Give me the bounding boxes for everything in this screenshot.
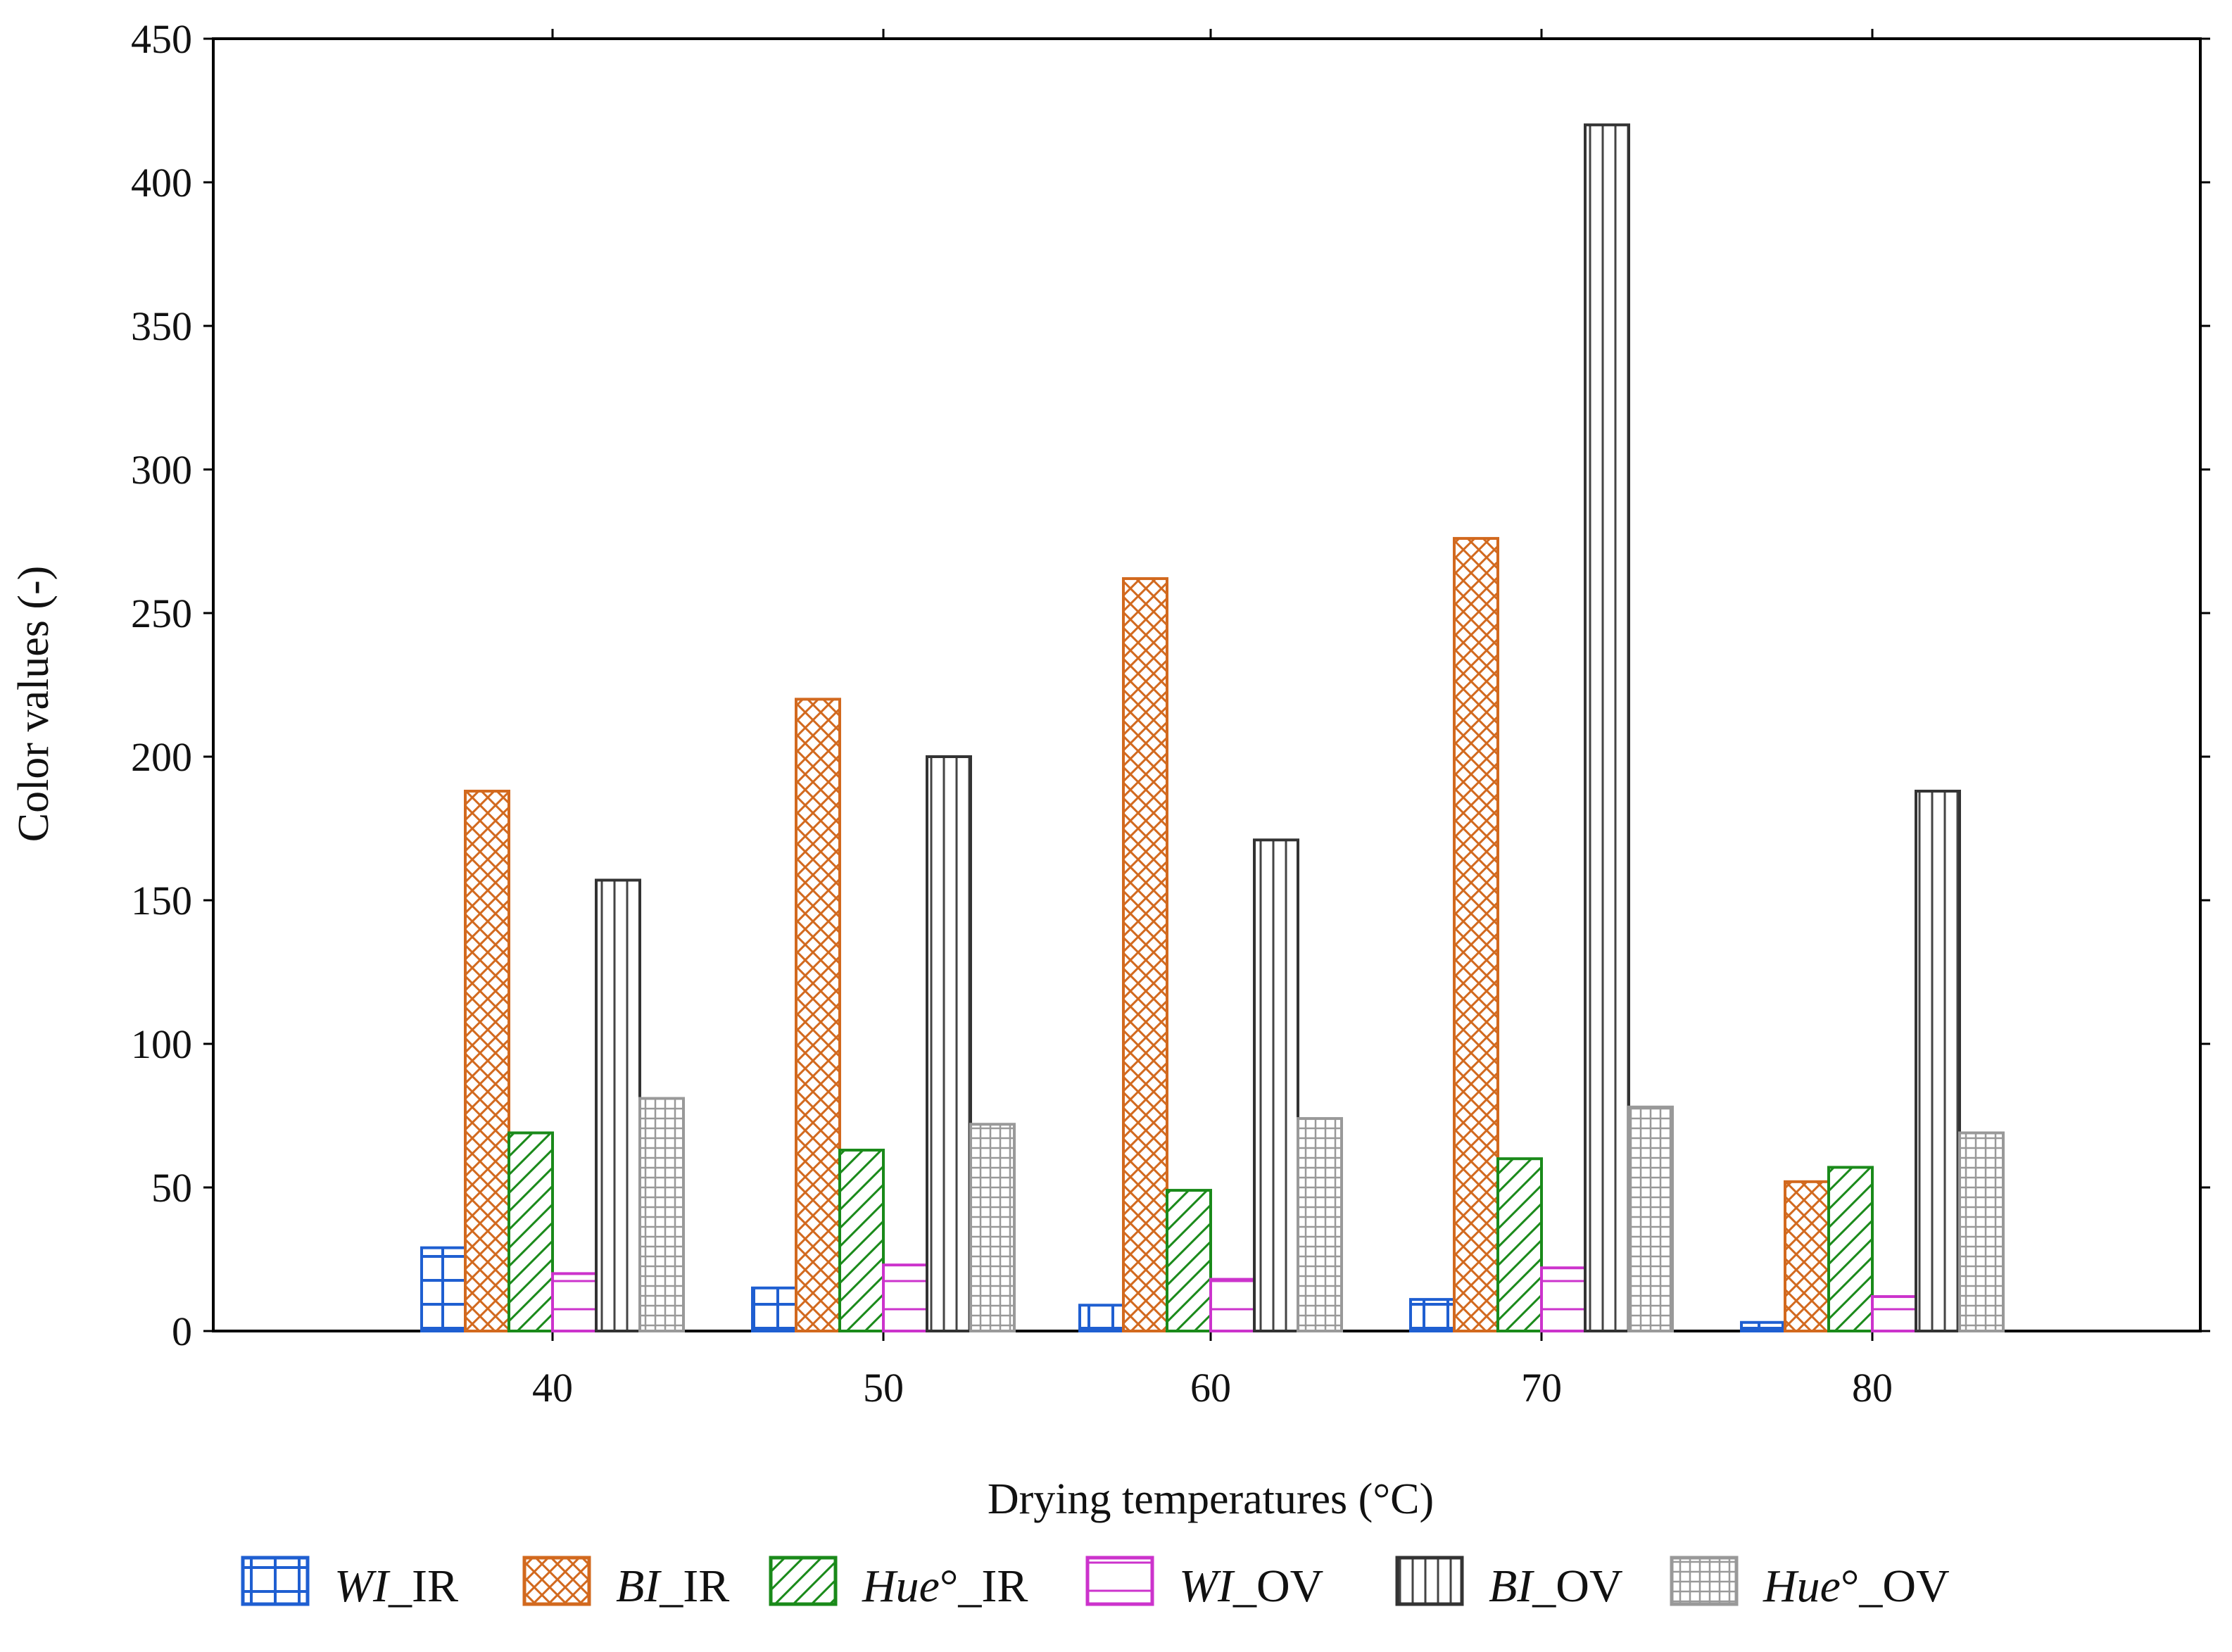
legend-swatch bbox=[1395, 1556, 1464, 1606]
x-axis-title: Drying temperatures (°C) bbox=[988, 1475, 1434, 1523]
bar-biov-80 bbox=[1915, 789, 1961, 1332]
x-tick-label: 70 bbox=[1521, 1365, 1562, 1411]
bar-biir-80 bbox=[1784, 1180, 1830, 1332]
bar-biov-40 bbox=[595, 878, 641, 1332]
legend-label: WI_IR bbox=[334, 1560, 458, 1612]
bar-biir-70 bbox=[1453, 536, 1499, 1332]
bar-hueov-40 bbox=[638, 1097, 685, 1333]
y-tick-label: 50 bbox=[151, 1165, 192, 1211]
bar-wiir-50 bbox=[751, 1286, 797, 1333]
bar-biir-40 bbox=[464, 789, 510, 1332]
legend-label-suffix: °_IR bbox=[940, 1560, 1028, 1612]
legend-label: Hue°_OV bbox=[1763, 1560, 1950, 1612]
y-tick-label: 200 bbox=[131, 734, 192, 780]
y-tick-label: 250 bbox=[131, 591, 192, 636]
legend-label: WI_OV bbox=[1179, 1560, 1323, 1612]
legend-swatch bbox=[522, 1556, 591, 1606]
legend-label-italic: Hue bbox=[862, 1560, 940, 1612]
legend-label-italic: Hue bbox=[1763, 1560, 1841, 1612]
legend-label-italic: BI bbox=[1489, 1560, 1534, 1612]
bar-hueov-70 bbox=[1627, 1105, 1674, 1332]
legend-label-suffix: _OV bbox=[1232, 1560, 1323, 1612]
bar-biir-50 bbox=[795, 698, 841, 1332]
bar-hueir-50 bbox=[838, 1148, 885, 1332]
bar-wiir-80 bbox=[1740, 1320, 1786, 1333]
legend-label: Hue°_IR bbox=[862, 1560, 1028, 1612]
x-tick-label: 50 bbox=[863, 1365, 904, 1411]
legend-swatch bbox=[241, 1556, 310, 1606]
legend-swatch bbox=[1085, 1556, 1154, 1606]
x-tick-label: 40 bbox=[532, 1365, 573, 1411]
y-tick-label: 450 bbox=[131, 16, 192, 62]
bar-biov-60 bbox=[1253, 838, 1299, 1332]
bar-wiov-50 bbox=[882, 1263, 928, 1333]
legend-label-suffix: _IR bbox=[388, 1560, 458, 1612]
x-tick-label: 60 bbox=[1190, 1365, 1231, 1411]
legend-swatch bbox=[769, 1556, 838, 1606]
y-tick-label: 400 bbox=[131, 160, 192, 206]
legend-label-suffix: _OV bbox=[1532, 1560, 1622, 1612]
legend-label-suffix: °_OV bbox=[1841, 1560, 1950, 1612]
legend-label: BI_OV bbox=[1489, 1560, 1623, 1612]
bar-wiov-60 bbox=[1209, 1278, 1256, 1333]
bar-hueir-70 bbox=[1496, 1157, 1543, 1332]
bar-hueov-50 bbox=[969, 1123, 1016, 1332]
x-axis-ticks: 40 50 60 70 80 bbox=[532, 29, 1893, 1411]
legend-label-italic: WI bbox=[334, 1560, 391, 1612]
legend-label-italic: BI bbox=[616, 1560, 662, 1612]
bar-hueir-80 bbox=[1827, 1166, 1874, 1332]
bar-hueov-60 bbox=[1297, 1117, 1343, 1332]
legend-label: BI_IR bbox=[616, 1560, 729, 1612]
bar-biov-70 bbox=[1584, 123, 1630, 1332]
y-tick-label: 300 bbox=[131, 447, 192, 493]
bar-wiir-40 bbox=[420, 1246, 467, 1333]
bars-layer bbox=[420, 123, 2005, 1333]
bar-wiov-40 bbox=[551, 1272, 598, 1333]
bar-hueir-60 bbox=[1166, 1189, 1212, 1332]
bar-hueir-40 bbox=[507, 1131, 554, 1332]
legend: WI_IR BI_IR Hue°_IR WI_OV BI_OV Hue°_OV bbox=[241, 1556, 1950, 1612]
y-axis-ticks: 0 50 100 150 200 250 300 350 400 450 bbox=[131, 16, 2210, 1354]
y-tick-label: 350 bbox=[131, 303, 192, 349]
y-axis-title: Color values (-) bbox=[10, 566, 58, 843]
bar-biir-60 bbox=[1122, 577, 1168, 1332]
bar-biov-50 bbox=[926, 755, 972, 1332]
y-tick-label: 0 bbox=[172, 1309, 192, 1354]
bar-wiir-60 bbox=[1078, 1304, 1125, 1333]
bar-hueov-80 bbox=[1958, 1131, 2005, 1332]
legend-label-italic: WI bbox=[1179, 1560, 1235, 1612]
bar-wiov-70 bbox=[1540, 1266, 1587, 1332]
x-tick-label: 80 bbox=[1852, 1365, 1893, 1411]
bar-wiov-80 bbox=[1871, 1295, 1917, 1333]
y-tick-label: 100 bbox=[131, 1021, 192, 1067]
legend-swatch bbox=[1670, 1556, 1739, 1606]
bar-wiir-70 bbox=[1409, 1298, 1456, 1332]
y-tick-label: 150 bbox=[131, 878, 192, 923]
legend-label-suffix: _IR bbox=[659, 1560, 729, 1612]
